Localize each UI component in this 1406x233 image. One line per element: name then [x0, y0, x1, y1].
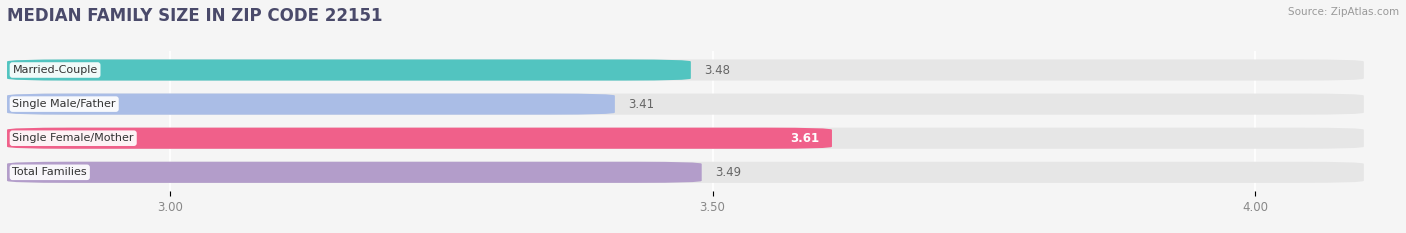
Text: 3.41: 3.41 — [628, 98, 654, 111]
Text: Married-Couple: Married-Couple — [13, 65, 97, 75]
FancyBboxPatch shape — [7, 162, 702, 183]
FancyBboxPatch shape — [7, 59, 1364, 81]
FancyBboxPatch shape — [7, 59, 690, 81]
Text: Total Families: Total Families — [13, 167, 87, 177]
Text: Source: ZipAtlas.com: Source: ZipAtlas.com — [1288, 7, 1399, 17]
Text: 3.48: 3.48 — [704, 64, 730, 76]
Text: 3.61: 3.61 — [790, 132, 818, 145]
FancyBboxPatch shape — [7, 93, 614, 115]
Text: Single Male/Father: Single Male/Father — [13, 99, 115, 109]
FancyBboxPatch shape — [7, 93, 1364, 115]
Text: 3.49: 3.49 — [714, 166, 741, 179]
FancyBboxPatch shape — [7, 162, 1364, 183]
FancyBboxPatch shape — [7, 128, 1364, 149]
Text: Single Female/Mother: Single Female/Mother — [13, 133, 134, 143]
FancyBboxPatch shape — [7, 128, 832, 149]
Text: MEDIAN FAMILY SIZE IN ZIP CODE 22151: MEDIAN FAMILY SIZE IN ZIP CODE 22151 — [7, 7, 382, 25]
